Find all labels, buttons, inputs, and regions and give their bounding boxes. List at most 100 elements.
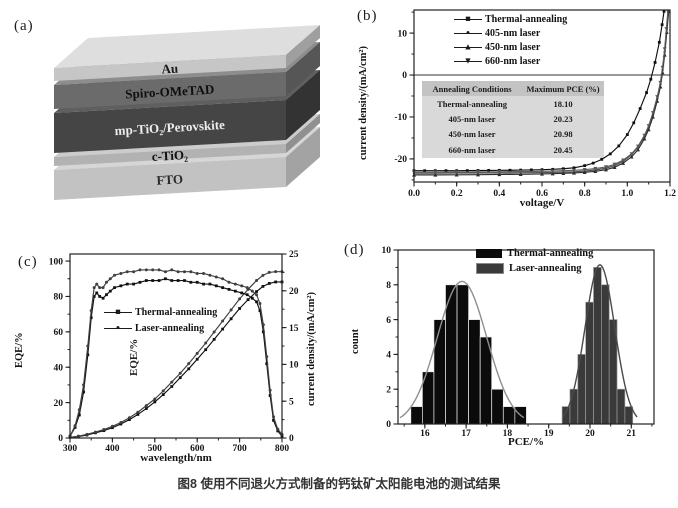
svg-text:20: 20 xyxy=(289,287,299,297)
legend-laser: ● Laser-annealing xyxy=(104,320,217,336)
legend-thermal: ■ Thermal-annealing xyxy=(104,304,217,320)
legend-450: ▲ 450-nm laser xyxy=(454,40,567,54)
layer-fto-label: FTO xyxy=(156,171,183,187)
legend-450-label: 450-nm laser xyxy=(485,41,541,53)
svg-text:0.0: 0.0 xyxy=(408,189,420,199)
panel-d: (d) 16 17 18 19 20 21 0 2 4 6 8 10 Thermal-annealin… xyxy=(340,236,676,466)
thermal-swatch-icon xyxy=(476,249,502,258)
jv-legend: ■ Thermal-annealing ● 405-nm laser ▲ 450… xyxy=(454,12,567,68)
legend-laser-label: Laser-annealing xyxy=(135,322,205,334)
row-450-pce: 20.98 xyxy=(553,129,573,140)
legend-405: ● 405-nm laser xyxy=(454,26,567,40)
svg-text:0.4: 0.4 xyxy=(493,189,505,199)
panel-a-letter: (a) xyxy=(14,18,34,34)
svg-text:18: 18 xyxy=(503,429,513,439)
svg-text:0: 0 xyxy=(386,420,391,430)
svg-text:10: 10 xyxy=(289,361,299,371)
layer-au-label: Au xyxy=(161,61,178,77)
svg-text:0.6: 0.6 xyxy=(536,189,548,199)
table-row: Thermal-annealing 18.10 xyxy=(422,96,604,111)
fit-thermal-annealing xyxy=(399,280,525,419)
svg-text:700: 700 xyxy=(232,444,247,454)
square-marker-icon: ■ xyxy=(115,306,121,317)
series-660-nm-laser xyxy=(412,9,670,175)
svg-text:5: 5 xyxy=(289,397,294,407)
panel-d-letter: (d) xyxy=(344,242,365,258)
svg-text:0: 0 xyxy=(402,71,407,81)
row-660-condition: 660-nm laser xyxy=(448,144,496,155)
histogram-legend: Thermal-annealing Laser-annealing xyxy=(476,246,593,276)
layer-au xyxy=(54,25,320,81)
eqe-inner-label: EQE/% xyxy=(128,338,140,376)
svg-text:60: 60 xyxy=(54,328,64,338)
row-405-condition: 405-nm laser xyxy=(448,114,496,125)
legend-laser: Laser-annealing xyxy=(476,261,593,276)
fit-laser-annealing xyxy=(562,264,638,418)
svg-text:16: 16 xyxy=(420,429,430,439)
table-header-pce: Maximum PCE (%) xyxy=(526,83,600,94)
legend-thermal-label: Thermal-annealing xyxy=(507,248,594,259)
svg-text:-20: -20 xyxy=(394,155,407,165)
svg-text:800: 800 xyxy=(275,444,290,454)
table-row: 450-nm laser 20.98 xyxy=(422,127,604,142)
svg-text:10: 10 xyxy=(398,29,408,39)
series-laser-annealing xyxy=(68,268,284,438)
panel-c-letter: (c) xyxy=(18,254,38,270)
circle-marker-icon: ● xyxy=(115,323,121,332)
histogram-x-axis-label: PCE/% xyxy=(507,436,545,448)
jv-x-axis-label: voltage/V xyxy=(519,197,565,209)
row-450-condition: 450-nm laser xyxy=(448,129,496,140)
svg-text:0.8: 0.8 xyxy=(579,189,591,199)
svg-text:6: 6 xyxy=(386,316,391,326)
legend-thermal: Thermal-annealing xyxy=(476,246,593,261)
panel-b: (b) Annealing Conditions Maximum PCE (%)… xyxy=(348,0,678,226)
row-660-pce: 20.45 xyxy=(553,144,573,155)
laser-swatch-icon xyxy=(476,263,504,274)
legend-660: ▼ 660-nm laser xyxy=(454,54,567,68)
eqe-legend: ■ Thermal-annealing ● Laser-annealing xyxy=(104,304,217,336)
series-thermal-annealing xyxy=(68,277,284,438)
svg-text:15: 15 xyxy=(289,324,299,334)
eqe-series xyxy=(68,268,284,439)
figure-caption: 图8 使用不同退火方式制备的钙钛矿太阳能电池的测试结果 xyxy=(177,477,501,491)
layer-spiro-label: Spiro-OMeTAD xyxy=(125,82,215,102)
jv-plot: 0.0 0.2 0.4 0.6 0.8 1.0 1.2 10 0 -10 -20 xyxy=(394,9,676,199)
triangle-up-marker-icon: ▲ xyxy=(463,41,473,52)
panel-b-letter: (b) xyxy=(357,8,378,24)
layer-perovskite-label: mp-TiO₂/Perovskite xyxy=(114,117,225,138)
row-thermal-condition: Thermal-annealing xyxy=(437,98,507,109)
legend-laser-label: Laser-annealing xyxy=(509,263,582,274)
legend-660-label: 660-nm laser xyxy=(485,55,541,67)
svg-text:80: 80 xyxy=(54,293,64,303)
panel-c: (c) 300 400 500 600 700 800 0 20 40 60 80 100 0 5 10 15… xyxy=(8,238,338,472)
jv-series xyxy=(412,9,671,177)
svg-text:8: 8 xyxy=(386,281,391,291)
histogram-bars xyxy=(410,267,634,425)
series-integrated-current-laser xyxy=(68,270,284,439)
square-marker-icon: ■ xyxy=(465,13,471,24)
svg-text:1.2: 1.2 xyxy=(664,189,676,199)
table-row: 405-nm laser 20.23 xyxy=(422,111,604,126)
table-header-conditions: Annealing Conditions xyxy=(432,83,512,94)
svg-text:25: 25 xyxy=(289,250,299,260)
histogram-y-axis-label: count xyxy=(350,328,361,354)
histogram-plot: 16 17 18 19 20 21 0 2 4 6 8 10 xyxy=(382,246,655,439)
svg-text:500: 500 xyxy=(148,444,163,454)
svg-text:20: 20 xyxy=(585,429,595,439)
legend-405-label: 405-nm laser xyxy=(485,27,541,39)
device-stack-figure: Au Spiro-OMeTAD mp-TiO₂/Perovskite c-TiO… xyxy=(54,25,320,200)
svg-text:0: 0 xyxy=(58,434,63,444)
dot-marker-icon: ● xyxy=(465,28,471,37)
pce-inset-table: Annealing Conditions Maximum PCE (%) The… xyxy=(422,81,604,158)
svg-text:19: 19 xyxy=(544,429,554,439)
legend-thermal: ■ Thermal-annealing xyxy=(454,12,567,26)
eqe-x-axis-label: wavelength/nm xyxy=(140,452,212,464)
svg-text:0.2: 0.2 xyxy=(451,189,463,199)
panel-a: (a) Au Spiro-OMeTAD mp-TiO₂/Perovskite c… xyxy=(6,6,340,228)
svg-text:2: 2 xyxy=(386,385,391,395)
legend-thermal-label: Thermal-annealing xyxy=(485,13,568,25)
svg-text:300: 300 xyxy=(63,444,78,454)
